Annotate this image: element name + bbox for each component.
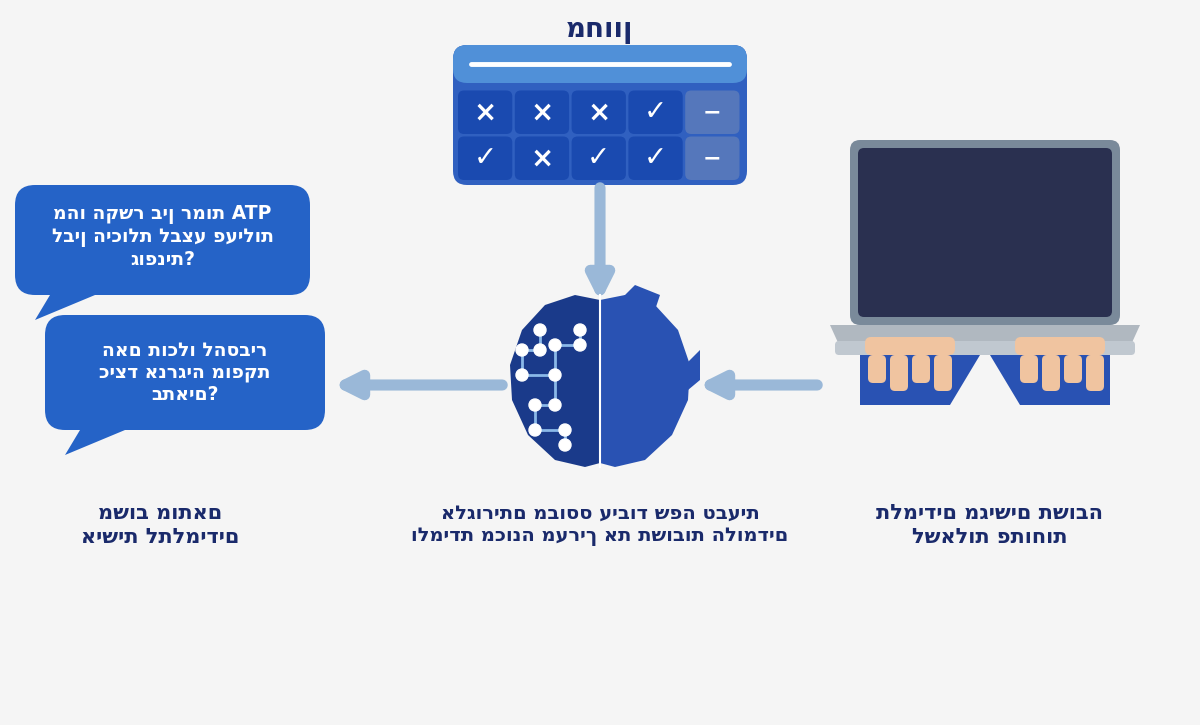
Circle shape (574, 339, 586, 351)
Polygon shape (35, 295, 95, 320)
FancyBboxPatch shape (454, 45, 746, 83)
Text: תלמידים מגישים תשובה
לשאלות פתוחות: תלמידים מגישים תשובה לשאלות פתוחות (876, 503, 1104, 547)
FancyBboxPatch shape (868, 355, 886, 383)
Text: ✓: ✓ (587, 144, 611, 173)
FancyBboxPatch shape (850, 140, 1120, 325)
FancyBboxPatch shape (1042, 355, 1060, 391)
FancyBboxPatch shape (454, 45, 746, 185)
Text: ×: × (530, 144, 553, 173)
Circle shape (529, 399, 541, 411)
Circle shape (550, 399, 562, 411)
FancyBboxPatch shape (1020, 355, 1038, 383)
FancyBboxPatch shape (515, 136, 569, 180)
Text: ×: × (587, 99, 611, 126)
Text: משוב מותאם
אישית לתלמידים: משוב מותאם אישית לתלמידים (80, 503, 239, 547)
Text: ✓: ✓ (644, 144, 667, 173)
Circle shape (534, 344, 546, 356)
Text: −: − (703, 102, 721, 123)
FancyBboxPatch shape (865, 337, 955, 355)
Circle shape (550, 369, 562, 381)
FancyBboxPatch shape (685, 136, 739, 180)
FancyBboxPatch shape (629, 136, 683, 180)
Circle shape (559, 424, 571, 436)
Polygon shape (620, 285, 660, 310)
Text: −: − (703, 148, 721, 168)
FancyBboxPatch shape (571, 91, 626, 134)
Polygon shape (600, 295, 690, 467)
FancyBboxPatch shape (629, 91, 683, 134)
FancyBboxPatch shape (515, 91, 569, 134)
FancyBboxPatch shape (1015, 337, 1105, 355)
Polygon shape (830, 325, 1140, 347)
Circle shape (534, 324, 546, 336)
Circle shape (516, 344, 528, 356)
Circle shape (550, 339, 562, 351)
FancyBboxPatch shape (934, 355, 952, 391)
Text: אלגוריתם מבוסס עיבוד שפה טבעית
ולמידת מכונה מעריך את תשובות הלומדים: אלגוריתם מבוסס עיבוד שפה טבעית ולמידת מכ… (412, 504, 788, 546)
FancyBboxPatch shape (46, 315, 325, 430)
FancyBboxPatch shape (912, 355, 930, 383)
FancyBboxPatch shape (1064, 355, 1082, 383)
FancyBboxPatch shape (685, 91, 739, 134)
Text: האם תוכלו להסביר
כיצד אנרגיה מופקת
בתאים?: האם תוכלו להסביר כיצד אנרגיה מופקת בתאים… (100, 341, 271, 405)
FancyBboxPatch shape (14, 185, 310, 295)
Text: ✓: ✓ (644, 99, 667, 126)
FancyBboxPatch shape (835, 341, 1135, 355)
Polygon shape (65, 430, 125, 455)
Polygon shape (990, 355, 1110, 405)
Polygon shape (685, 350, 700, 390)
Text: ✓: ✓ (474, 144, 497, 173)
Text: ×: × (474, 99, 497, 126)
FancyBboxPatch shape (890, 355, 908, 391)
Polygon shape (860, 355, 980, 405)
FancyBboxPatch shape (458, 136, 512, 180)
Circle shape (516, 369, 528, 381)
Circle shape (574, 324, 586, 336)
Circle shape (529, 424, 541, 436)
Polygon shape (510, 295, 600, 467)
Circle shape (559, 439, 571, 451)
FancyBboxPatch shape (1086, 355, 1104, 391)
FancyBboxPatch shape (858, 148, 1112, 317)
FancyBboxPatch shape (571, 136, 626, 180)
Text: מהו הקשר בין רמות ATP
לבין היכולת לבצע פעילות
גופנית?: מהו הקשר בין רמות ATP לבין היכולת לבצע פ… (52, 205, 274, 269)
Text: ×: × (530, 99, 553, 126)
Text: מחוון: מחוון (566, 16, 634, 44)
FancyBboxPatch shape (458, 91, 512, 134)
